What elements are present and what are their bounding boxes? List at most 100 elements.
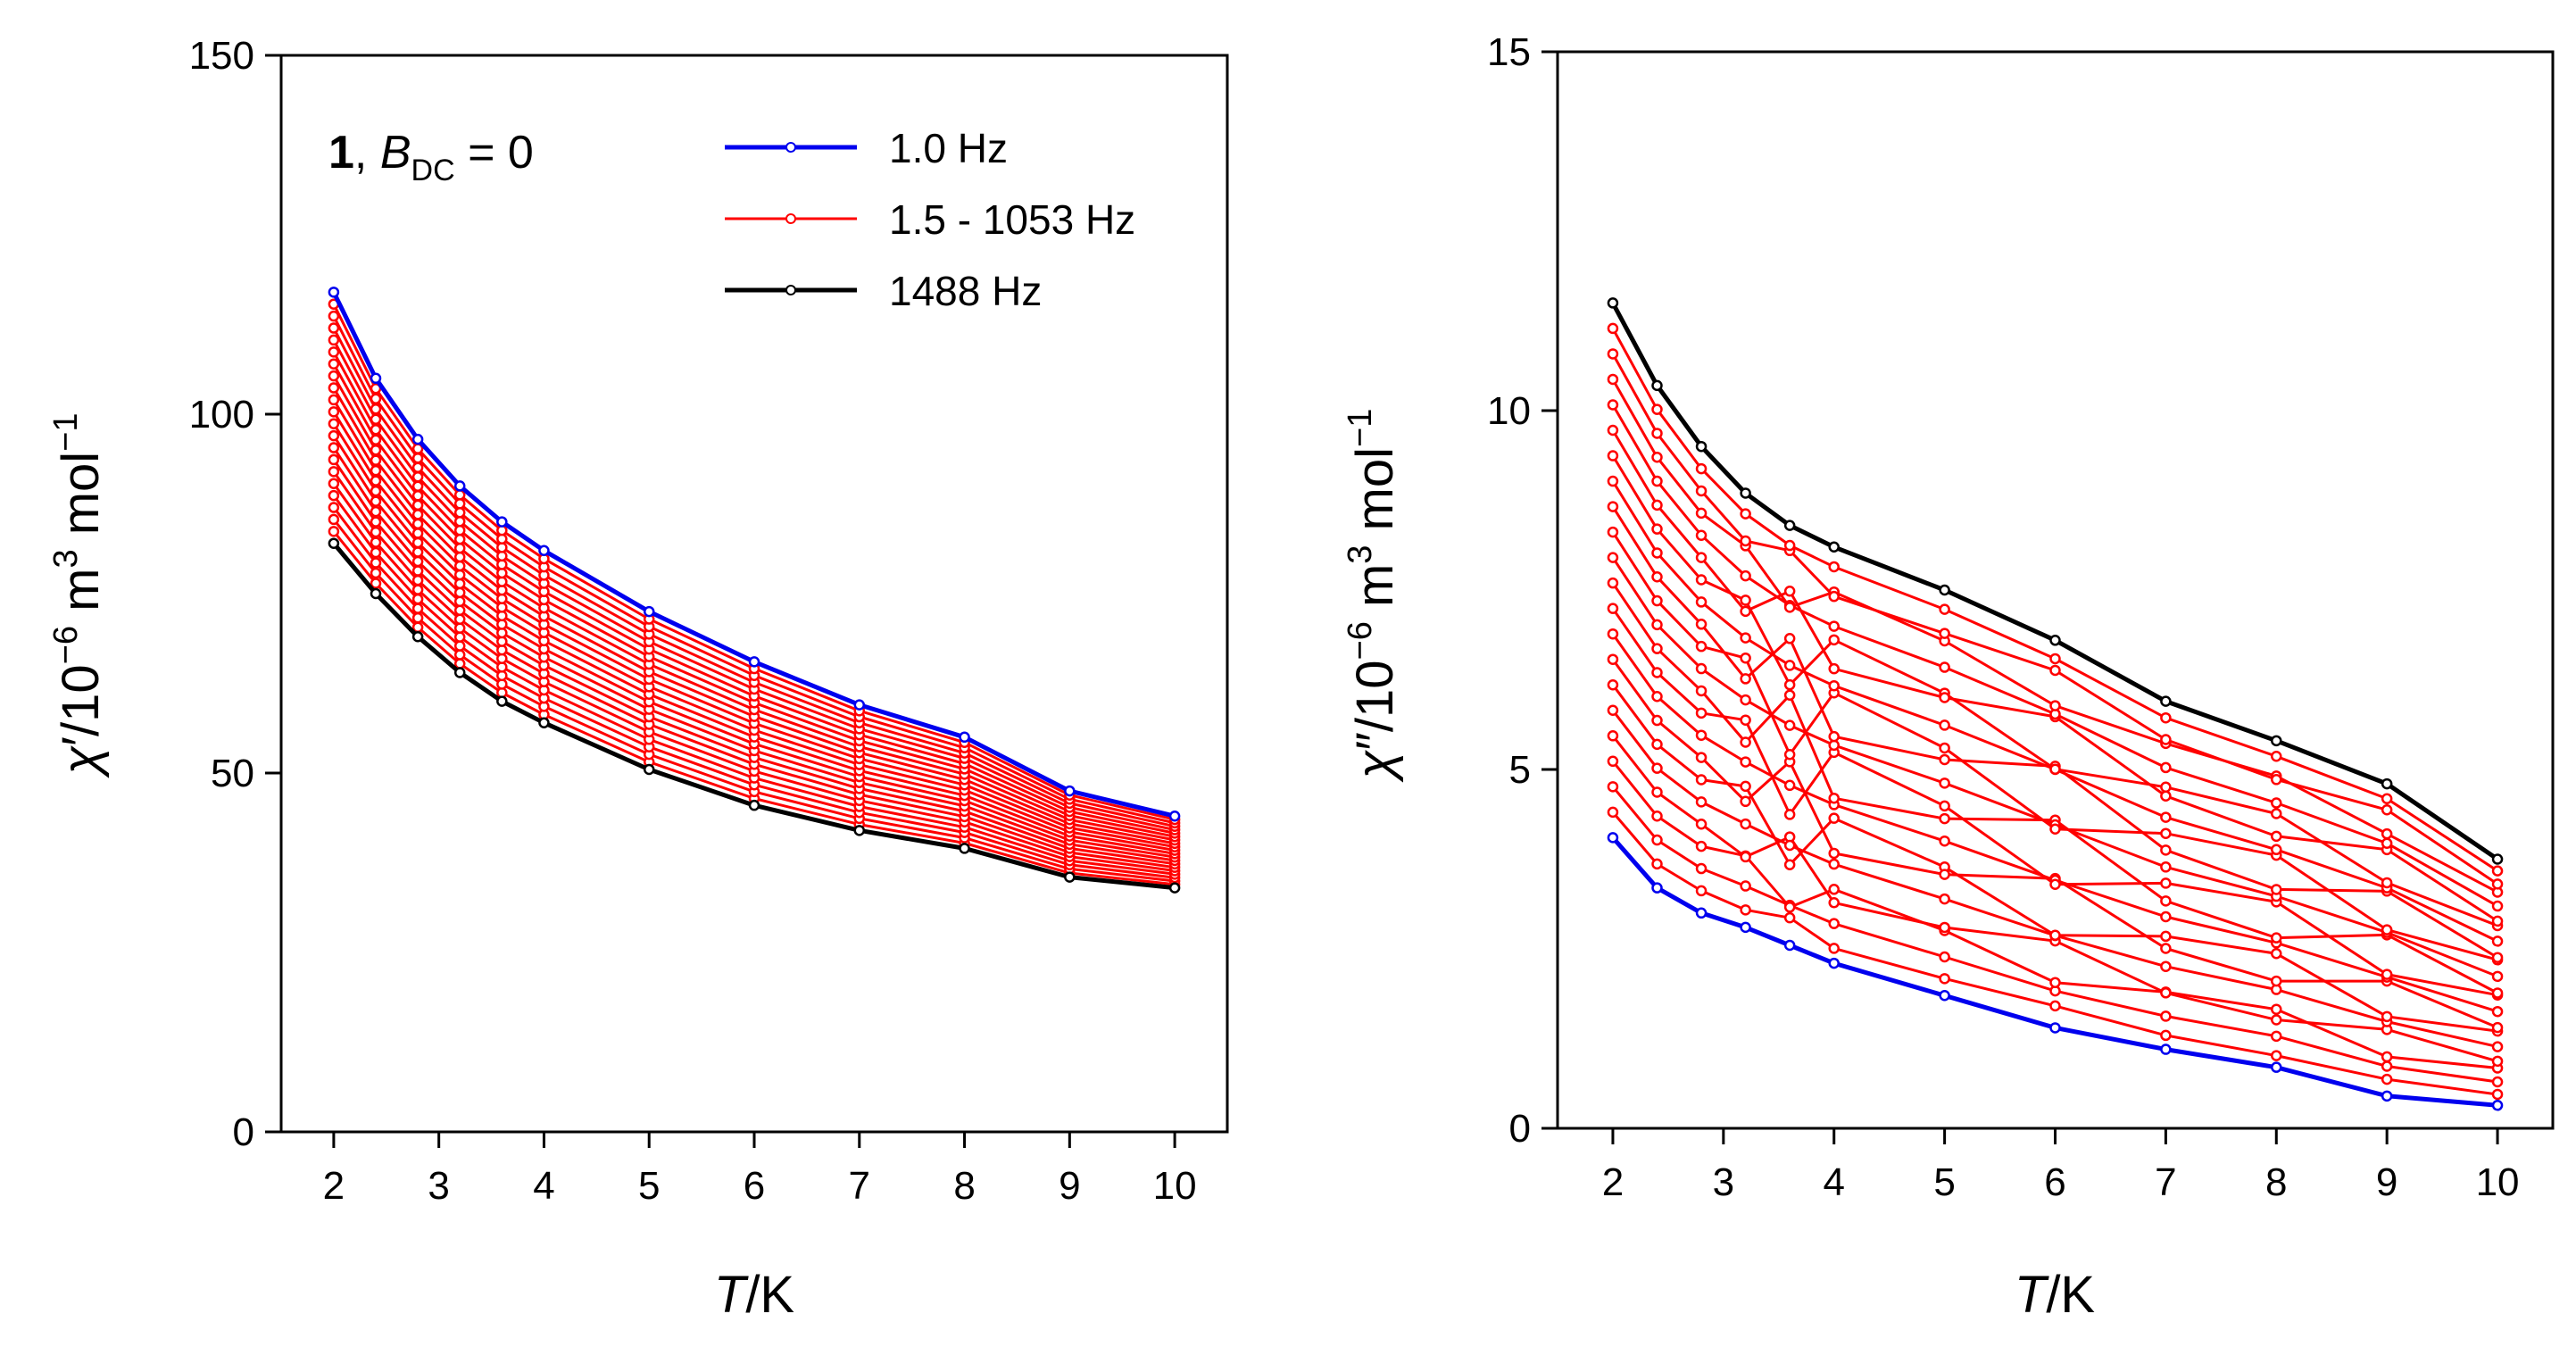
- red-series-6-point: [1651, 714, 1663, 727]
- x-tick-label: 5: [638, 1164, 660, 1208]
- red-series-14-line: [1611, 454, 2498, 927]
- red-series-15-point: [453, 524, 466, 536]
- red-series-0-point: [2160, 1029, 2172, 1042]
- red-series-8-line: [1611, 607, 2498, 997]
- red-series-12-point: [2491, 952, 2504, 963]
- left-series-1hz-point: [643, 605, 655, 618]
- red-series-6: [1607, 653, 2504, 1034]
- red-series-0-point: [1651, 858, 1663, 870]
- red-series-10-line: [1611, 556, 2498, 978]
- red-series-10-point: [328, 406, 340, 418]
- red-series-9-point: [411, 536, 424, 549]
- red-series-2-point: [1783, 902, 1796, 913]
- red-series-1-point: [1607, 781, 1619, 793]
- y-tick-label: 10: [1487, 389, 1531, 433]
- red-series-5-point: [1651, 738, 1663, 751]
- red-series-5-point: [1783, 859, 1796, 870]
- legend-label-red: 1.5 - 1053 Hz: [889, 196, 1135, 243]
- red-series-3-line: [332, 495, 1176, 876]
- red-series-5-point: [1695, 774, 1708, 786]
- red-series-9-point: [1783, 689, 1796, 701]
- red-series-12: [1607, 501, 2504, 963]
- red-series-12-point: [1939, 753, 1950, 766]
- red-series-11-point: [411, 518, 424, 530]
- right-series-1488hz-point: [2491, 853, 2504, 865]
- red-series-2-point: [328, 502, 340, 513]
- x-tick-label: 9: [1059, 1164, 1080, 1208]
- right-y-axis-label: χ″/10−6 m3 mol−1: [1342, 409, 1404, 784]
- right-series-1hz-point: [1740, 921, 1751, 934]
- right-series-group: [1607, 297, 2504, 1111]
- red-series-8-point: [1651, 667, 1663, 678]
- red-series-1-point: [1740, 880, 1751, 892]
- red-series-15-point: [1828, 662, 1840, 675]
- red-series-4-point: [411, 584, 424, 595]
- red-series-5-point: [1828, 812, 1840, 824]
- red-series-11-point: [370, 464, 382, 477]
- red-series-16: [1607, 399, 2504, 912]
- right-series-1488hz-point: [2049, 635, 2061, 646]
- red-series-13-point: [1828, 679, 1840, 692]
- red-series-15-point: [1740, 605, 1751, 618]
- red-series-16-point: [2160, 761, 2172, 774]
- red-series-0-point: [1740, 904, 1751, 916]
- red-series-2-line: [1611, 760, 2498, 1069]
- red-series-13-point: [1607, 475, 1619, 487]
- red-series-2-point: [370, 557, 382, 569]
- right-series-1488hz-point: [1828, 541, 1840, 553]
- red-series-5-point: [1740, 780, 1751, 793]
- red-series-2-point: [2271, 1003, 2282, 1015]
- red-series-3-point: [328, 489, 340, 502]
- red-series-6-point: [2160, 943, 2172, 954]
- red-series-9-point: [370, 485, 382, 497]
- red-series-1-point: [1695, 862, 1708, 875]
- red-series-2-point: [411, 603, 424, 614]
- red-series-3: [1607, 730, 2504, 1068]
- red-series-3-point: [1740, 851, 1751, 863]
- red-series-15-point: [2491, 915, 2504, 927]
- red-series-13-point: [2491, 935, 2504, 947]
- red-series-17-point: [328, 322, 340, 334]
- y-tick-label: 100: [189, 393, 254, 437]
- red-series-5-point: [2049, 929, 2061, 942]
- red-series-10: [328, 406, 1181, 856]
- left-series-1488hz-point: [453, 667, 466, 678]
- red-series-4-point: [1651, 762, 1663, 774]
- right-panel: 0 5 10 15 2 3 4 5 6 7 8 9 10 T/K χ″/10−6 m3 mol−1: [1342, 30, 2555, 1324]
- red-series-10-point: [1695, 662, 1708, 675]
- red-series-7-point: [1607, 628, 1619, 640]
- red-series-0-point: [2491, 1088, 2504, 1101]
- red-series-12-point: [2160, 844, 2172, 856]
- red-series-18-point: [1651, 428, 1663, 439]
- red-series-13-point: [370, 444, 382, 456]
- red-series-7-point: [411, 555, 424, 568]
- red-series-4-point: [1740, 818, 1751, 830]
- red-series-1-point: [2491, 1076, 2504, 1088]
- red-series-13-line: [1611, 480, 2498, 943]
- red-series-12-point: [2271, 884, 2282, 895]
- right-series-1488hz-point: [1607, 297, 1619, 309]
- red-series-11-point: [1695, 640, 1708, 653]
- red-series-16-point: [1651, 475, 1663, 487]
- red-series-15-point: [411, 480, 424, 493]
- red-series-3-point: [411, 593, 424, 605]
- left-series-1488hz-line: [331, 542, 1176, 891]
- red-series-7-point: [453, 595, 466, 608]
- right-series-1hz-point: [2271, 1061, 2282, 1073]
- red-series-16-point: [1607, 399, 1619, 411]
- red-series-4-point: [2491, 1041, 2504, 1052]
- red-series-4-point: [1783, 839, 1796, 852]
- red-series-10-point: [453, 569, 466, 581]
- red-series-14-point: [2160, 781, 2172, 794]
- red-series-8-point: [411, 546, 424, 558]
- x-tick-label: 7: [849, 1164, 870, 1208]
- red-series-12-point: [411, 509, 424, 520]
- red-series-19-point: [1828, 561, 1840, 573]
- red-series-17-line: [332, 327, 1176, 828]
- red-series-15-line: [332, 351, 1176, 835]
- red-series-0-point: [2049, 1000, 2061, 1012]
- red-series-0-point: [1828, 943, 1840, 954]
- red-series-13-line: [332, 375, 1176, 842]
- red-series-12-point: [1783, 633, 1796, 644]
- red-series-1: [328, 513, 1181, 887]
